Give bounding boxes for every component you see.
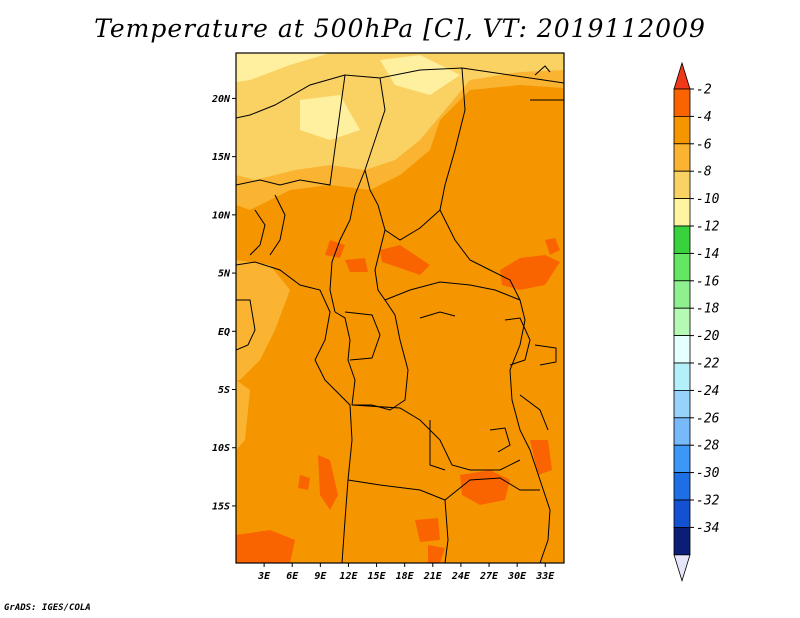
lat-tick-label: 15S — [212, 501, 230, 512]
lat-tick-label: EQ — [218, 327, 230, 338]
colorbar-swatch — [673, 280, 691, 309]
colorbar-swatch — [673, 252, 691, 282]
colorbar-label: -24 — [696, 384, 719, 399]
colorbar-label: -22 — [696, 357, 720, 372]
colorbar-label: -14 — [696, 247, 719, 262]
grads-credit: GrADS: IGES/COLA — [4, 603, 91, 613]
colorbar-label: -10 — [696, 192, 720, 207]
colorbar: -2 -4 -6 -8 -10 -12 -14 -16 -18 -20 -22 -24 -26 -28 -3… — [673, 61, 720, 583]
colorbar-label: -34 — [696, 521, 719, 536]
map-frame — [235, 52, 565, 564]
colorbar-top-triangle — [673, 61, 691, 90]
colorbar-label: -28 — [696, 439, 720, 454]
colorbar-swatch — [673, 472, 691, 501]
colorbar-label: -26 — [696, 411, 720, 426]
colorbar-label: -30 — [696, 466, 720, 481]
colorbar-swatch — [673, 198, 691, 227]
colorbar-label: -8 — [696, 165, 712, 180]
lon-tick-label: 9E — [314, 571, 327, 582]
colorbar-swatch — [673, 417, 691, 446]
colorbar-swatch — [673, 88, 691, 117]
lon-tick-label: 6E — [286, 571, 299, 582]
lat-tick-label: 10S — [212, 443, 230, 454]
colorbar-swatch — [673, 444, 691, 474]
colorbar-swatch — [673, 225, 691, 254]
colorbar-swatch — [673, 335, 691, 364]
lat-tick-label: 10N — [212, 210, 231, 221]
lon-tick-label: 18E — [396, 571, 415, 582]
colorbar-label: -32 — [696, 494, 720, 509]
colorbar-label: -18 — [696, 302, 720, 317]
lon-tick-label: 30E — [507, 571, 527, 582]
colorbar-swatch — [673, 527, 691, 556]
colorbar-label: -2 — [696, 83, 712, 98]
colorbar-swatch — [673, 116, 691, 145]
colorbar-swatch — [673, 389, 691, 419]
lon-tick-label: 12E — [339, 571, 358, 582]
lat-tick-label: 15N — [212, 152, 231, 163]
lat-tick-label: 20N — [211, 94, 231, 105]
lon-tick-label: 27E — [479, 571, 499, 582]
lon-tick-label: 33E — [535, 571, 555, 582]
longitude-axis: 3E 6E 9E 12E 15E 18E 21E 24E 27E 30E 33E — [257, 563, 555, 582]
colorbar-label: -16 — [696, 274, 720, 289]
temperature-field — [236, 53, 564, 563]
colorbar-swatch — [673, 307, 691, 337]
lat-tick-label: 5S — [218, 385, 230, 396]
colorbar-bottom-triangle — [673, 554, 691, 583]
lon-tick-label: 3E — [257, 571, 271, 582]
lon-tick-label: 24E — [451, 571, 471, 582]
colorbar-label: -6 — [696, 137, 712, 152]
colorbar-swatch — [673, 499, 691, 528]
colorbar-swatch — [673, 143, 691, 172]
lon-tick-label: 21E — [423, 571, 443, 582]
lon-tick-label: 15E — [368, 571, 387, 582]
map-title: Temperature at 500hPa [C], VT: 201911200… — [94, 14, 706, 43]
latitude-axis: 20N 15N 10N 5N EQ 5S 10S 15S — [211, 94, 236, 512]
colorbar-label: -12 — [696, 220, 720, 235]
colorbar-label: -20 — [696, 329, 720, 344]
colorbar-swatch — [673, 362, 691, 391]
colorbar-label: -4 — [696, 110, 712, 125]
colorbar-swatch — [673, 170, 691, 199]
lat-tick-label: 5N — [218, 269, 231, 280]
